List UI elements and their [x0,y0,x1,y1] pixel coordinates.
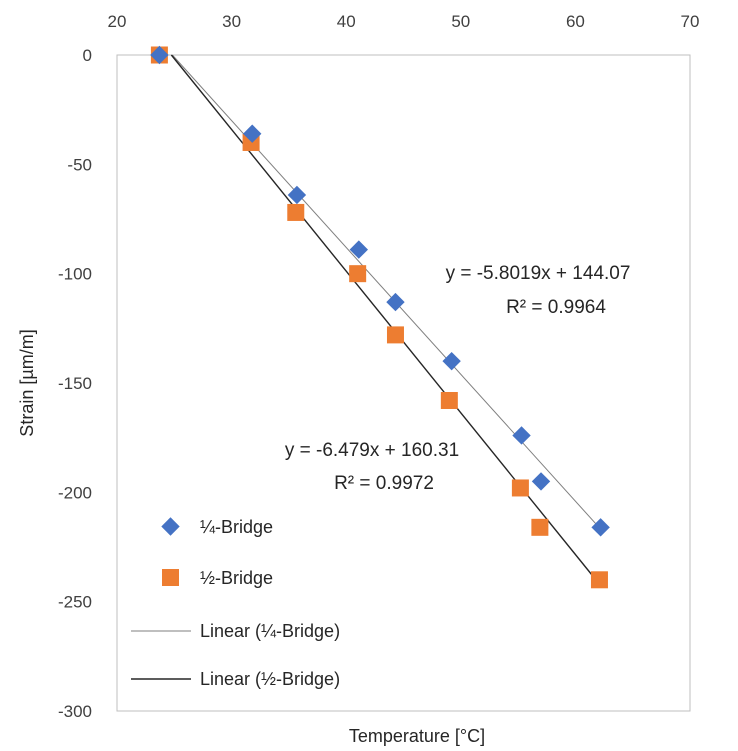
x-tick-label: 50 [451,12,470,31]
x-tick-label: 70 [681,12,700,31]
legend-marker-half-bridge [162,569,179,586]
y-tick-label: -50 [67,155,92,174]
half-bridge-point [531,518,549,536]
equation-quarter-bridge: y = -5.8019x + 144.07 [446,263,631,284]
y-tick-label: 0 [83,46,92,65]
quarter-bridge-point [591,518,610,537]
quarter-bridge-point [150,45,169,65]
half-bridge-point [386,326,404,344]
x-axis-title: Temperature [°C] [349,726,485,746]
r2-quarter-bridge: R² = 0.9964 [506,297,606,318]
half-bridge-point [440,391,458,409]
legend-marker-quarter-bridge [161,517,180,536]
marker-layer [150,45,610,589]
quarter-bridge-point [287,185,307,205]
quarter-bridge-point [512,426,531,445]
y-tick-label: -300 [58,702,92,721]
x-tick-label: 60 [566,12,585,31]
y-tick-label: -100 [58,265,92,284]
half-bridge-point [287,203,305,221]
x-tick-label: 40 [337,12,356,31]
quarter-bridge-point [531,472,551,491]
quarter-bridge-point [386,292,405,312]
legend: ¼-Bridge ½-Bridge Linear (¼-Bridge) Line… [131,517,340,689]
half-bridge-point [590,571,608,589]
half-bridge-point [511,479,529,497]
legend-label-linear-half-bridge: Linear (½-Bridge) [200,669,340,689]
legend-label-quarter-bridge: ¼-Bridge [200,517,273,537]
y-tick-label: -250 [58,593,92,612]
x-tick-label: 20 [108,12,127,31]
r2-half-bridge: R² = 0.9972 [334,473,434,494]
quarter-bridge-point [349,240,368,259]
equation-half-bridge: y = -6.479x + 160.31 [285,440,459,461]
y-tick-labels: 0 -50 -100 -150 -200 -250 -300 [58,46,92,721]
plot-area [116,54,691,712]
y-tick-label: -150 [58,374,92,393]
x-tick-label: 30 [222,12,241,31]
quarter-bridge-point [243,124,262,143]
legend-label-half-bridge: ½-Bridge [200,568,273,588]
quarter-bridge-point [442,351,461,371]
legend-label-linear-quarter-bridge: Linear (¼-Bridge) [200,621,340,641]
half-bridge-point [349,265,367,283]
x-tick-labels: 20 30 40 50 60 70 [108,12,700,31]
y-axis-title: Strain [µm/m] [17,329,37,436]
y-tick-label: -200 [58,483,92,502]
